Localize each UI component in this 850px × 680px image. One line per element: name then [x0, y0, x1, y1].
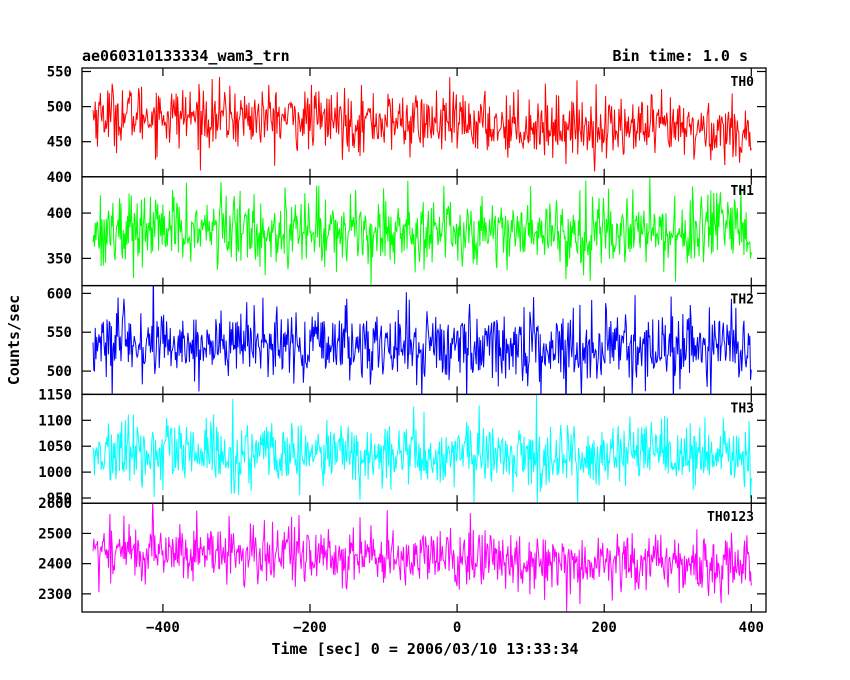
panel-th0123: 2300 2400 2500 2600 TH0123 [38, 496, 767, 613]
series-line-th0123 [92, 503, 752, 612]
x-tick-label: −400 [146, 620, 180, 636]
series-line-th2 [92, 285, 752, 395]
y-tick-label: 2400 [38, 557, 72, 573]
y-tick-label: 450 [47, 135, 72, 151]
y-axis-label: Counts/sec [5, 295, 23, 385]
bin-time-label: Bin time: 1.0 s [613, 47, 748, 65]
y-tick-label: 1150 [38, 387, 72, 403]
y-tick-label: 2300 [38, 587, 72, 603]
series-line-th0 [92, 76, 752, 172]
x-tick-label: −200 [293, 620, 327, 636]
y-tick-label: 600 [47, 286, 72, 302]
chart-title: ae060310133334_wam3_trn [82, 47, 290, 65]
y-tick-label: 500 [47, 364, 72, 380]
panel-label-th0123: TH0123 [707, 510, 754, 525]
y-tick-label: 1100 [38, 413, 72, 429]
x-tick-label: 200 [592, 620, 617, 636]
panel-label-th1: TH1 [731, 184, 755, 199]
series-line-th1 [92, 177, 752, 286]
y-tick-label: 350 [47, 251, 72, 267]
y-tick-label: 1050 [38, 439, 72, 455]
y-tick-label: 500 [47, 100, 72, 116]
y-tick-label: 400 [47, 170, 72, 186]
panels-group: 400 450 500 550 TH0 350 400 TH1 500 550 600 TH2 950 1… [38, 65, 767, 613]
panel-label-th3: TH3 [731, 401, 754, 416]
x-tick-label: 0 [453, 620, 461, 636]
y-tick-label: 550 [47, 325, 72, 341]
panel-frame [81, 502, 767, 613]
series-line-th3 [92, 394, 752, 504]
y-tick-label: 2600 [38, 496, 72, 512]
panel-th1: 350 400 TH1 [47, 176, 767, 287]
panel-label-th2: TH2 [731, 293, 754, 308]
panel-th3: 950 1000 1050 1100 1150 TH3 [38, 387, 767, 507]
x-axis: −400 −200 0 200 400 [146, 620, 764, 636]
y-tick-label: 950 [47, 491, 72, 507]
panel-th0: 400 450 500 550 TH0 [47, 65, 767, 186]
x-axis-label: Time [sec] 0 = 2006/03/10 13:33:34 [271, 640, 578, 658]
y-tick-label: 400 [47, 206, 72, 222]
y-tick-label: 2500 [38, 526, 72, 542]
x-tick-label: 400 [739, 620, 764, 636]
y-tick-label: 550 [47, 65, 72, 81]
y-tick-label: 1000 [38, 465, 72, 481]
panel-label-th0: TH0 [731, 75, 755, 90]
